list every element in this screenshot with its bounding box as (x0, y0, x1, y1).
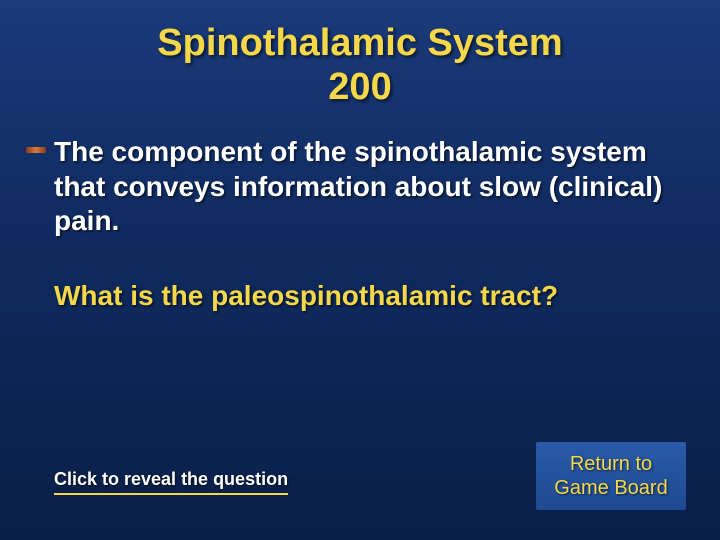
answer-block: What is the paleospinothalamic tract? (54, 280, 682, 312)
bullet-icon (26, 147, 46, 153)
slide-title-block: Spinothalamic System 200 (0, 0, 720, 127)
answer-text: What is the paleospinothalamic tract? (54, 280, 682, 312)
slide-title-category: Spinothalamic System (0, 22, 720, 66)
reveal-question-button[interactable]: Click to reveal the question (54, 469, 288, 495)
clue-text: The component of the spinothalamic syste… (54, 135, 682, 237)
slide-title-points: 200 (0, 66, 720, 110)
return-button-line1: Return to (544, 452, 678, 476)
return-to-board-button[interactable]: Return to Game Board (536, 442, 686, 510)
return-button-line2: Game Board (544, 476, 678, 500)
clue-block: The component of the spinothalamic syste… (54, 135, 682, 237)
